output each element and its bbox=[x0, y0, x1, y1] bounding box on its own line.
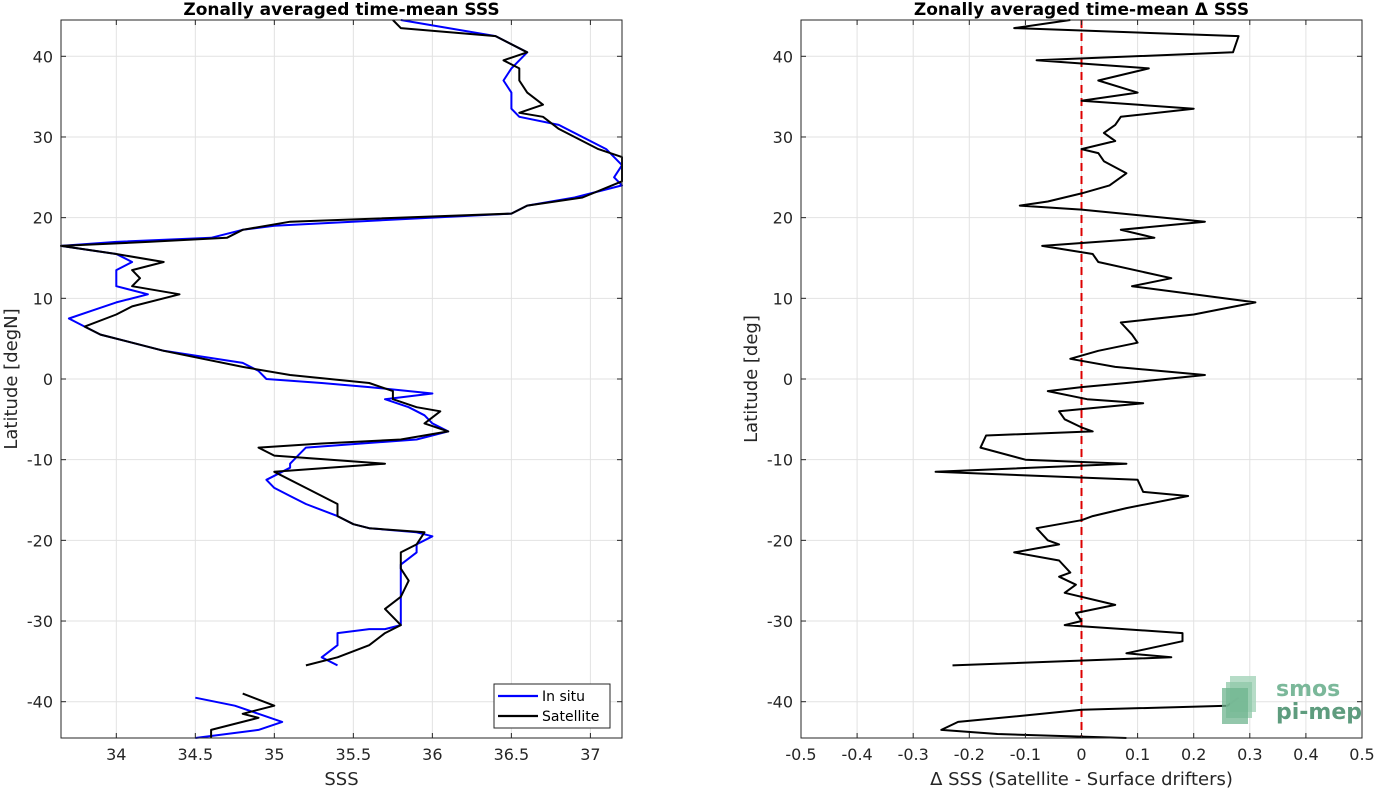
x-tick-label: -0.1 bbox=[1010, 745, 1041, 764]
series-line bbox=[934, 19, 1257, 667]
logo-mark bbox=[1222, 688, 1248, 724]
y-ticks: -40 -30 -20 -10 0 10 20 30 40 bbox=[767, 47, 1362, 712]
y-ticks: -40 -30 -20 -10 0 10 20 30 40 bbox=[27, 47, 622, 712]
x-tick-label: -0.4 bbox=[841, 745, 872, 764]
logo-text-smos: smos bbox=[1276, 677, 1340, 702]
y-tick-label: -30 bbox=[767, 612, 793, 631]
series-line bbox=[940, 696, 1240, 739]
y-tick-label: 10 bbox=[773, 289, 793, 308]
right-panel: -0.5 -0.4 -0.3 -0.2 -0.1 0 0.1 0.2 0.3 0.4 0.5 -40… bbox=[741, 0, 1375, 790]
y-axis-label: Latitude [deg] bbox=[741, 315, 762, 443]
x-tick-label: 37 bbox=[580, 745, 600, 764]
series-line-satellite bbox=[210, 692, 276, 738]
x-tick-label: -0.2 bbox=[954, 745, 985, 764]
left-panel: 34 34.5 35 35.5 36 36.5 37 -40 -30 -20 -10 0 10 20 30… bbox=[1, 0, 623, 790]
x-tick-label: 0.4 bbox=[1293, 745, 1318, 764]
y-tick-label: 40 bbox=[33, 47, 53, 66]
legend-label-in-situ: In situ bbox=[542, 689, 585, 705]
y-tick-label: 30 bbox=[773, 128, 793, 147]
series-line-satellite bbox=[60, 19, 623, 667]
smos-pi-mep-logo: smos pi-mep bbox=[1222, 676, 1362, 725]
y-tick-label: 40 bbox=[773, 47, 793, 66]
x-tick-label: 34 bbox=[106, 745, 126, 764]
x-tick-label: 36 bbox=[422, 745, 442, 764]
y-tick-label: -40 bbox=[767, 693, 793, 712]
x-tick-label: 36.5 bbox=[494, 745, 530, 764]
y-tick-label: 30 bbox=[33, 128, 53, 147]
y-tick-label: -20 bbox=[767, 531, 793, 550]
x-tick-label: 0.2 bbox=[1181, 745, 1206, 764]
y-tick-label: -40 bbox=[27, 693, 53, 712]
y-tick-label: -30 bbox=[27, 612, 53, 631]
x-tick-label: 0.3 bbox=[1237, 745, 1262, 764]
legend-label-satellite: Satellite bbox=[542, 709, 599, 725]
x-tick-label: 35 bbox=[264, 745, 284, 764]
y-tick-label: 10 bbox=[33, 289, 53, 308]
logo-text-pi-mep: pi-mep bbox=[1276, 700, 1362, 725]
x-tick-label: -0.5 bbox=[785, 745, 816, 764]
y-tick-label: -10 bbox=[27, 451, 53, 470]
x-tick-label: 34.5 bbox=[178, 745, 214, 764]
x-tick-label: -0.3 bbox=[898, 745, 929, 764]
chart-title: Zonally averaged time-mean Δ SSS bbox=[914, 0, 1249, 20]
series-lines bbox=[934, 19, 1257, 739]
series-line-in-situ bbox=[195, 696, 284, 739]
x-ticks: 34 34.5 35 35.5 36 36.5 37 bbox=[106, 20, 601, 764]
x-axis-label: Δ SSS (Satellite - Surface drifters) bbox=[930, 769, 1233, 790]
y-tick-label: 0 bbox=[783, 370, 793, 389]
y-tick-label: 0 bbox=[43, 370, 53, 389]
series-lines bbox=[60, 19, 623, 739]
y-axis-label: Latitude [degN] bbox=[1, 308, 22, 449]
x-ticks: -0.5 -0.4 -0.3 -0.2 -0.1 0 0.1 0.2 0.3 0.4 0.5 bbox=[785, 20, 1375, 764]
x-axis-label: SSS bbox=[324, 769, 358, 790]
chart-title: Zonally averaged time-mean SSS bbox=[183, 0, 499, 20]
x-tick-label: 0.5 bbox=[1349, 745, 1374, 764]
legend-box bbox=[493, 683, 611, 729]
x-tick-label: 0 bbox=[1076, 745, 1086, 764]
y-tick-label: -20 bbox=[27, 531, 53, 550]
legend: In situ Satellite bbox=[493, 683, 611, 729]
y-tick-label: 20 bbox=[33, 209, 53, 228]
y-tick-label: -10 bbox=[767, 451, 793, 470]
y-tick-label: 20 bbox=[773, 209, 793, 228]
x-tick-label: 0.1 bbox=[1125, 745, 1150, 764]
x-tick-label: 35.5 bbox=[336, 745, 372, 764]
